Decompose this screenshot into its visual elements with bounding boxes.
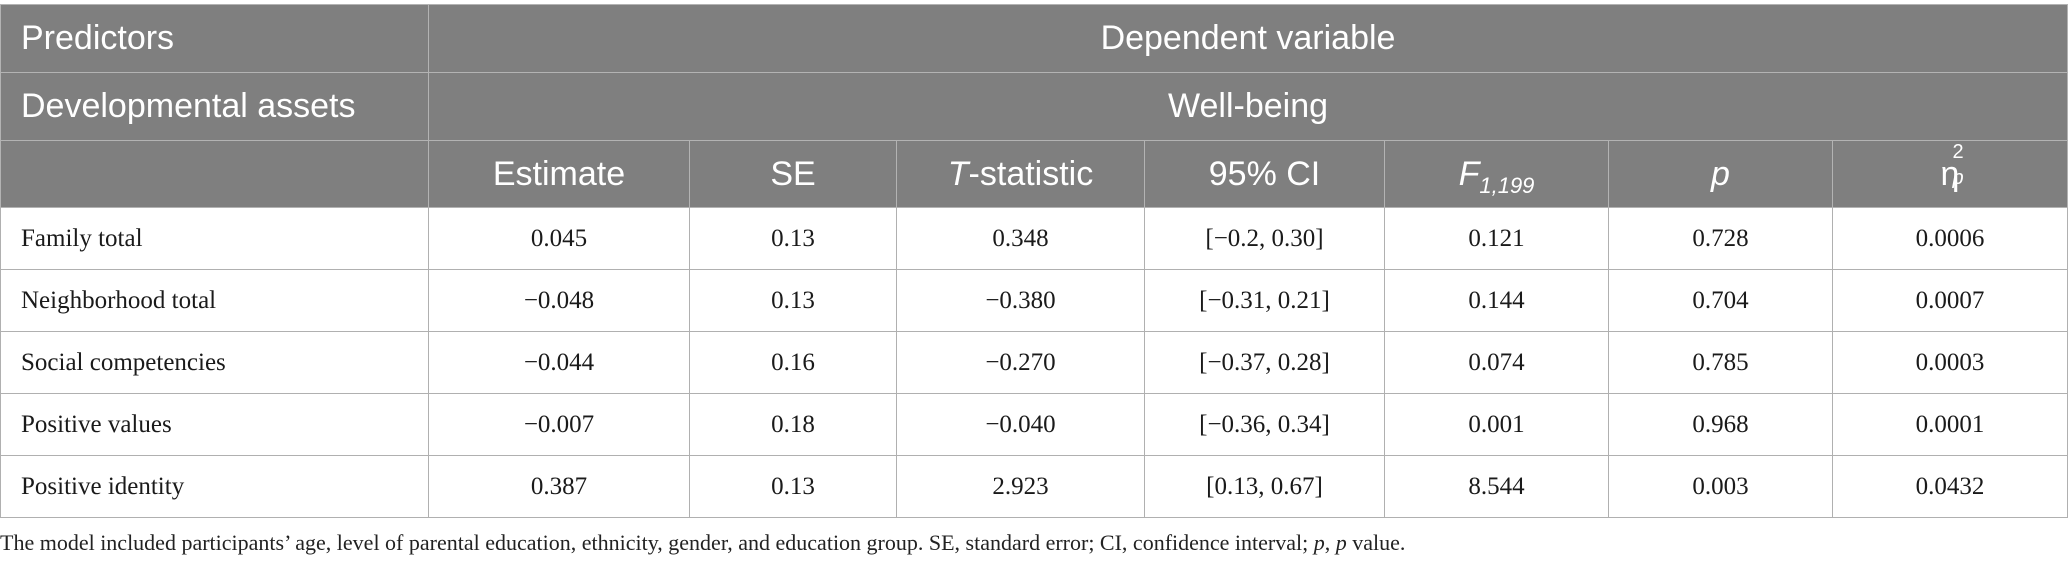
footnote-end: value. <box>1346 530 1406 555</box>
f-cell: 8.544 <box>1384 455 1609 518</box>
t-cell: 2.923 <box>896 455 1145 518</box>
estimate-cell: 0.387 <box>428 455 690 518</box>
p-cell: 0.003 <box>1608 455 1833 518</box>
estimate-header: Estimate <box>428 140 690 208</box>
t-rest: -statistic <box>968 154 1094 193</box>
estimate-cell: −0.044 <box>428 331 690 394</box>
eta-cell: 0.0003 <box>1831 331 2068 394</box>
table-footnote: The model included participants’ age, le… <box>0 530 2068 556</box>
estimate-cell: −0.007 <box>428 393 690 456</box>
eta-cell: 0.0001 <box>1831 393 2068 456</box>
header-row-2: Developmental assets Well-being <box>0 72 2068 141</box>
se-cell: 0.13 <box>689 207 897 270</box>
eta-subscript: p <box>1952 166 1964 189</box>
p-cell: 0.704 <box>1608 269 1833 332</box>
header-row-3: Estimate SE T-statistic 95% CI F1,199 p … <box>0 140 2068 208</box>
se-cell: 0.18 <box>689 393 897 456</box>
blank-header <box>0 140 429 208</box>
ci-cell: [−0.31, 0.21] <box>1144 269 1385 332</box>
row-label: Social competencies <box>0 331 429 394</box>
se-header: SE <box>689 140 897 208</box>
p-header: p <box>1608 140 1833 208</box>
p-cell: 0.728 <box>1608 207 1833 270</box>
se-cell: 0.13 <box>689 269 897 332</box>
eta-cell: 0.0006 <box>1831 207 2068 270</box>
ci-cell: [−0.36, 0.34] <box>1144 393 1385 456</box>
eta-cell: 0.0432 <box>1831 455 2068 518</box>
table-row: Social competencies −0.044 0.16 −0.270 [… <box>0 331 2068 394</box>
f-cell: 0.121 <box>1384 207 1609 270</box>
table-row: Positive values −0.007 0.18 −0.040 [−0.3… <box>0 393 2068 456</box>
ci-header: 95% CI <box>1144 140 1385 208</box>
t-statistic-header: T-statistic <box>896 140 1145 208</box>
row-label: Positive values <box>0 393 429 456</box>
results-table-container: Predictors Dependent variable Developmen… <box>0 4 2068 518</box>
t-italic: T <box>947 154 969 193</box>
eta-superscript: 2 <box>1952 140 1964 163</box>
f-subscript: 1,199 <box>1479 172 1535 198</box>
predictors-header: Predictors <box>0 4 429 73</box>
ci-cell: [0.13, 0.67] <box>1144 455 1385 518</box>
se-cell: 0.13 <box>689 455 897 518</box>
dependent-variable-header: Dependent variable <box>427 4 2068 73</box>
table-row: Neighborhood total −0.048 0.13 −0.380 [−… <box>0 269 2068 332</box>
footnote-comma: , <box>1324 530 1336 555</box>
eta-char: η <box>1940 154 1960 193</box>
footnote-p-italic-2: p <box>1335 530 1347 555</box>
t-cell: −0.040 <box>896 393 1145 456</box>
f-cell: 0.144 <box>1384 269 1609 332</box>
p-italic: p <box>1711 154 1730 193</box>
p-cell: 0.968 <box>1608 393 1833 456</box>
eta-cell: 0.0007 <box>1831 269 2068 332</box>
f-cell: 0.074 <box>1384 331 1609 394</box>
t-cell: −0.270 <box>896 331 1145 394</box>
well-being-header: Well-being <box>427 72 2068 141</box>
table-row: Family total 0.045 0.13 0.348 [−0.2, 0.3… <box>0 207 2068 270</box>
f-italic: F <box>1458 154 1480 193</box>
header-row-1: Predictors Dependent variable <box>0 4 2068 73</box>
se-cell: 0.16 <box>689 331 897 394</box>
t-cell: 0.348 <box>896 207 1145 270</box>
footnote-p-italic: p <box>1313 530 1325 555</box>
estimate-cell: −0.048 <box>428 269 690 332</box>
row-label: Family total <box>0 207 429 270</box>
row-label: Positive identity <box>0 455 429 518</box>
ci-cell: [−0.2, 0.30] <box>1144 207 1385 270</box>
ci-cell: [−0.37, 0.28] <box>1144 331 1385 394</box>
t-cell: −0.380 <box>896 269 1145 332</box>
f-header: F1,199 <box>1384 140 1609 208</box>
f-cell: 0.001 <box>1384 393 1609 456</box>
developmental-assets-header: Developmental assets <box>0 72 429 141</box>
row-label: Neighborhood total <box>0 269 429 332</box>
estimate-cell: 0.045 <box>428 207 690 270</box>
p-cell: 0.785 <box>1608 331 1833 394</box>
footnote-text: The model included participants’ age, le… <box>0 530 1314 555</box>
table-row: Positive identity 0.387 0.13 2.923 [0.13… <box>0 455 2068 518</box>
results-table: Predictors Dependent variable Developmen… <box>0 4 2068 518</box>
